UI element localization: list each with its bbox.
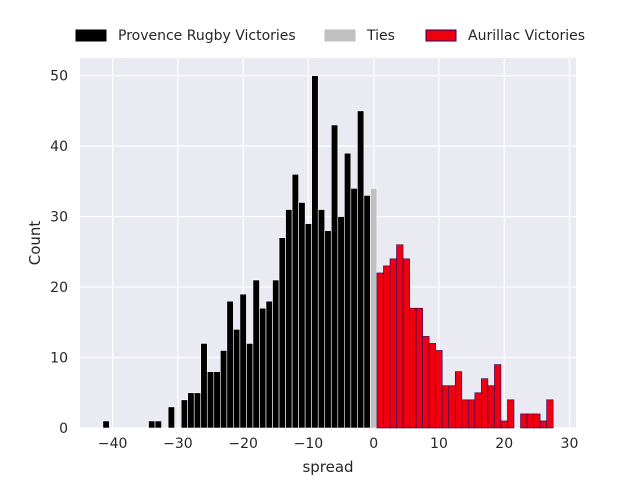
provence-bar: [213, 371, 221, 429]
aurillac-bar: [526, 413, 534, 429]
y-tick-label: 10: [50, 351, 68, 367]
aurillac-bar: [533, 413, 541, 429]
bars: [102, 75, 554, 429]
x-tick-label: 20: [495, 436, 513, 452]
y-tick-label: 0: [59, 421, 68, 437]
aurillac-bar: [468, 399, 476, 429]
aurillac-bar: [500, 420, 508, 429]
provence-bar: [311, 75, 319, 429]
provence-bar: [298, 202, 306, 429]
legend-swatch-ties: [324, 29, 356, 42]
provence-bar: [330, 124, 339, 429]
provence-bar: [259, 307, 267, 429]
legend: Provence Rugby Victories Ties Aurillac Vic…: [75, 28, 585, 44]
aurillac-bar: [409, 307, 417, 429]
provence-bar: [272, 279, 280, 429]
y-axis-title: Count: [26, 221, 44, 266]
provence-bar: [304, 223, 312, 429]
provence-bar: [193, 392, 202, 429]
provence-bar: [233, 329, 241, 429]
aurillac-bar: [520, 413, 528, 429]
aurillac-bar: [539, 420, 547, 429]
aurillac-bar: [461, 399, 469, 429]
aurillac-bar: [546, 399, 554, 429]
aurillac-bar: [383, 265, 391, 429]
provence-bar: [102, 420, 110, 429]
provence-bar: [226, 300, 234, 429]
aurillac-bar: [474, 392, 482, 429]
x-tick-label: −20: [228, 436, 258, 452]
x-tick-label: 10: [430, 436, 448, 452]
aurillac-bar: [494, 364, 502, 429]
aurillac-bar: [481, 378, 489, 429]
aurillac-bar: [402, 258, 410, 429]
y-tick-label: 50: [50, 69, 68, 85]
x-tick-label: 0: [369, 436, 378, 452]
aurillac-bar: [428, 343, 436, 429]
provence-bar: [344, 152, 352, 429]
aurillac-bar: [435, 350, 443, 429]
provence-bar: [252, 279, 260, 429]
aurillac-bar: [376, 272, 384, 429]
aurillac-bar: [454, 371, 463, 429]
provence-bar: [180, 399, 188, 429]
aurillac-bar: [448, 385, 456, 429]
ties-bar: [370, 188, 378, 429]
provence-bar: [350, 188, 358, 429]
provence-bar: [220, 350, 228, 429]
provence-bar: [246, 343, 254, 429]
provence-bar: [154, 420, 162, 429]
provence-bar: [324, 230, 332, 429]
provence-bar: [291, 173, 299, 429]
provence-bar: [285, 209, 293, 429]
y-tick-label: 20: [50, 280, 68, 296]
x-tick-label: −40: [98, 436, 128, 452]
x-axis-title: spread: [302, 458, 353, 476]
legend-swatch-aurillac: [425, 29, 457, 42]
legend-label-aurillac: Aurillac Victories: [468, 28, 585, 44]
provence-bar: [239, 293, 247, 429]
provence-bar: [167, 406, 175, 429]
provence-bar: [363, 195, 371, 429]
y-tick-label: 40: [50, 139, 68, 155]
provence-bar: [357, 110, 365, 429]
aurillac-bar: [389, 258, 397, 429]
aurillac-bar: [422, 336, 430, 429]
aurillac-bar: [487, 385, 495, 429]
provence-bar: [187, 392, 195, 429]
provence-bar: [265, 300, 273, 429]
legend-label-ties: Ties: [366, 28, 395, 44]
aurillac-bar: [507, 399, 515, 429]
provence-bar: [337, 216, 345, 429]
legend-label-provence: Provence Rugby Victories: [118, 28, 296, 44]
x-tick-label: 30: [561, 436, 579, 452]
aurillac-bar: [396, 244, 404, 429]
x-tick-label: −30: [163, 436, 193, 452]
provence-bar: [278, 237, 286, 429]
provence-bar: [148, 420, 156, 429]
provence-bar: [317, 209, 326, 429]
y-axis-ticks: 0 10 20 30 40 50: [50, 69, 68, 437]
y-tick-label: 30: [50, 210, 68, 226]
x-tick-label: −10: [294, 436, 324, 452]
x-axis-ticks: −40 −30 −20 −10 0 10 20 30: [98, 436, 579, 452]
aurillac-bar: [415, 307, 423, 429]
provence-bar: [200, 343, 208, 429]
aurillac-bar: [441, 385, 450, 429]
provence-bar: [206, 371, 215, 429]
legend-swatch-provence: [75, 29, 107, 42]
